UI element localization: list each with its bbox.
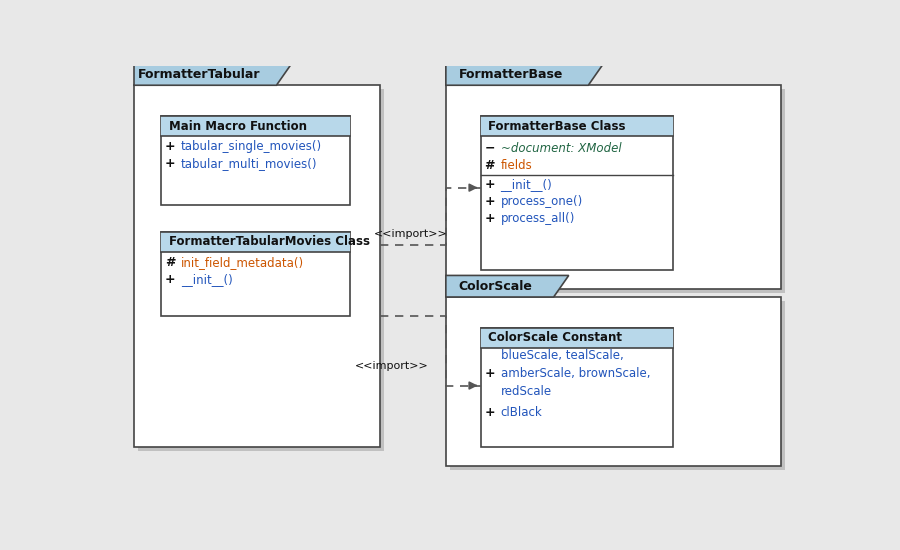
Text: process_one(): process_one() [500,195,583,208]
Text: +: + [484,195,495,208]
Text: <<import>>: <<import>> [374,229,448,239]
Bar [446,297,781,466]
Bar [450,89,785,293]
Text: +: + [165,157,176,170]
Text: tabular_single_movies(): tabular_single_movies() [181,140,322,153]
Bar [161,232,349,251]
Text: +: + [484,178,495,191]
Text: __init__(): __init__() [500,178,553,191]
Bar [164,119,353,208]
Text: blueScale, tealScale,
amberScale, brownScale,
redScale: blueScale, tealScale, amberScale, brownS… [500,349,650,398]
Bar [481,116,673,136]
Text: −: − [484,142,495,155]
Text: FormatterTabularMovies Class: FormatterTabularMovies Class [168,235,370,248]
Text: #: # [484,159,495,172]
Text: +: + [484,212,495,225]
Text: __init__(): __init__() [181,273,233,285]
Text: +: + [165,140,176,153]
Text: fields: fields [500,159,532,172]
Text: +: + [484,367,495,380]
Bar [481,328,673,447]
Bar [134,85,381,447]
Text: FormatterBase Class: FormatterBase Class [488,119,626,133]
Bar [164,235,353,320]
Text: <<import>>: <<import>> [356,361,428,371]
Bar [161,116,349,136]
Bar [450,301,785,470]
Bar [446,85,781,289]
Text: +: + [165,273,176,285]
Bar [483,331,676,450]
Bar [138,89,384,451]
Bar [481,116,673,270]
Bar [483,119,676,273]
Text: FormatterTabular: FormatterTabular [139,68,261,81]
Text: #: # [165,256,176,269]
Text: ColorScale: ColorScale [458,280,533,293]
Text: FormatterBase: FormatterBase [459,68,563,81]
Bar [481,328,673,348]
Polygon shape [446,64,603,85]
Text: ~document: XModel: ~document: XModel [500,142,621,155]
Text: init_field_metadata(): init_field_metadata() [181,256,304,269]
Text: +: + [484,406,495,419]
Polygon shape [134,64,292,85]
Text: process_all(): process_all() [500,212,575,225]
Text: ColorScale Constant: ColorScale Constant [488,331,622,344]
Text: tabular_multi_movies(): tabular_multi_movies() [181,157,318,170]
Text: clBlack: clBlack [500,406,543,419]
Text: Main Macro Function: Main Macro Function [168,119,307,133]
Bar [161,116,349,205]
Bar [161,232,349,316]
Polygon shape [446,276,569,297]
